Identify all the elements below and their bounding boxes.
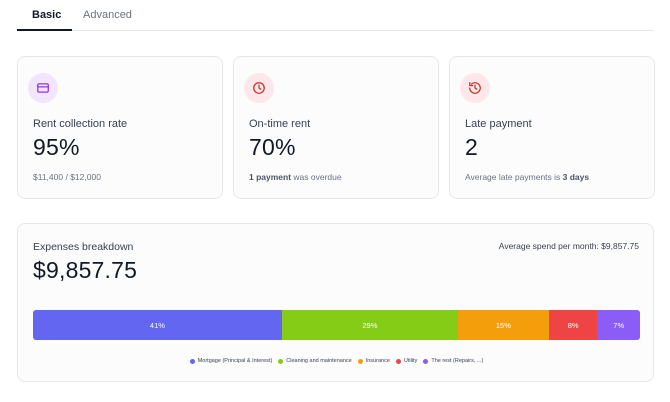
legend-item: The rest (Repairs, ...)	[423, 358, 483, 364]
kpi-subtext-rest: was overdue	[291, 172, 342, 182]
active-tab-indicator	[17, 29, 72, 31]
bar-segment-label: 41%	[149, 320, 165, 330]
legend-label: Insurance	[365, 358, 390, 364]
credit-card-icon	[28, 73, 58, 103]
legend-label: Cleaning and maintenance	[286, 358, 352, 364]
legend-label: Mortgage (Principal & Interest)	[197, 358, 273, 364]
kpi-subtext-amount: $11,400	[33, 172, 64, 182]
kpi-label: On-time rent	[249, 118, 311, 130]
kpi-subtext: $11,400 / $12,000	[33, 172, 101, 182]
kpi-subtext-prefix: Average late payments is	[465, 172, 563, 182]
legend-label: The rest (Repairs, ...)	[431, 358, 484, 364]
late-payment-card: Late payment 2 Average late payments is …	[449, 56, 655, 199]
kpi-value: 95%	[33, 134, 80, 160]
legend-item: Mortgage (Principal & Interest)	[189, 358, 273, 364]
bar-segment[interactable]: 7%	[597, 310, 640, 340]
clock-icon	[244, 73, 274, 103]
kpi-value: 70%	[249, 134, 296, 160]
expenses-stacked-bar: 41% 29% 15% 8% 7%	[33, 310, 640, 340]
kpi-subtext: Average late payments is 3 days	[465, 172, 589, 182]
bar-segment-label: 15%	[495, 320, 511, 330]
kpi-subtext-strong: 3 days	[562, 172, 590, 182]
bar-segment-label: 7%	[613, 320, 625, 330]
bar-segment[interactable]: 8%	[548, 310, 598, 340]
kpi-subtext-strong: 1 payment	[249, 172, 292, 182]
legend-item: Insurance	[357, 358, 390, 364]
expenses-title: Expenses breakdown	[33, 241, 134, 253]
kpi-label: Late payment	[465, 118, 532, 130]
tab-basic[interactable]: Basic	[32, 9, 62, 21]
bar-segment-label: 29%	[362, 320, 378, 330]
history-icon	[460, 73, 490, 103]
expenses-total: $9,857.75	[33, 257, 138, 283]
legend-dot	[395, 358, 401, 364]
bar-segment-label: 8%	[567, 320, 579, 330]
tab-advanced[interactable]: Advanced	[83, 9, 132, 21]
legend-dot	[357, 358, 363, 364]
legend-label: Utility	[403, 358, 418, 364]
on-time-rent-card: On-time rent 70% 1 payment was overdue	[233, 56, 439, 199]
tab-bar: Basic Advanced	[17, 0, 654, 31]
legend-item: Cleaning and maintenance	[278, 358, 352, 364]
legend-item: Utility	[395, 358, 418, 364]
expenses-legend: Mortgage (Principal & Interest) Cleaning …	[18, 358, 655, 364]
bar-segment[interactable]: 29%	[281, 310, 458, 340]
kpi-value: 2	[465, 134, 478, 160]
expenses-breakdown-card: Expenses breakdown Average spend per mon…	[17, 223, 654, 382]
legend-dot	[189, 358, 195, 364]
legend-dot	[278, 358, 284, 364]
kpi-subtext: 1 payment was overdue	[249, 172, 342, 182]
rent-collection-card: Rent collection rate 95% $11,400 / $12,0…	[17, 56, 223, 199]
bar-segment[interactable]: 15%	[457, 310, 549, 340]
legend-dot	[423, 358, 429, 364]
average-spend-label: Average spend per month: $9,857.75	[498, 241, 639, 251]
bar-segment[interactable]: 41%	[33, 310, 282, 340]
kpi-subtext-total: / $12,000	[63, 172, 101, 182]
kpi-label: Rent collection rate	[33, 118, 128, 130]
